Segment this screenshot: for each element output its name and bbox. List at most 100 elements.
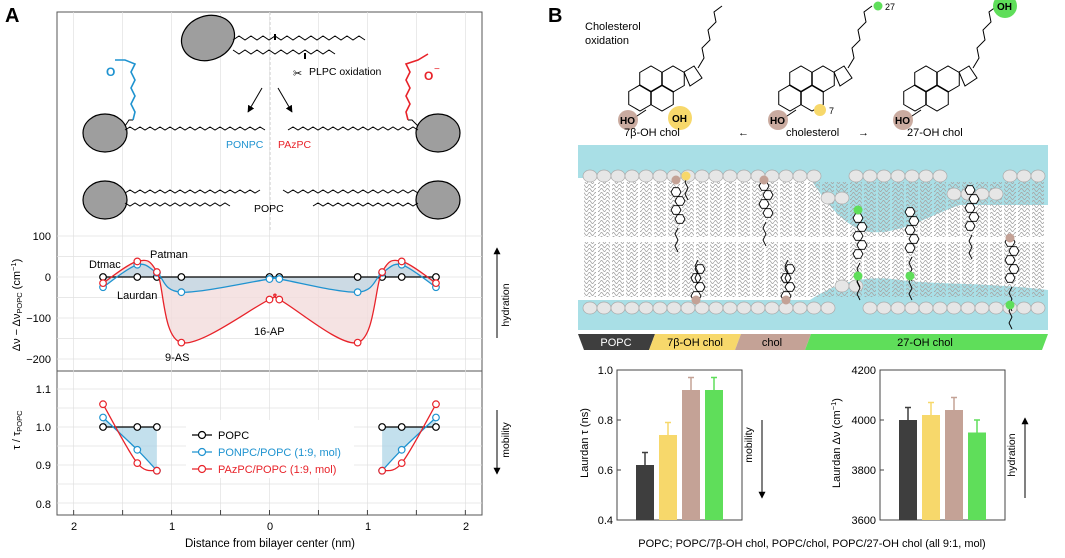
oh27-label: OH: [997, 2, 1012, 13]
headgroup-lower: [904, 301, 920, 315]
mobility-label-a: mobility: [500, 421, 512, 457]
sterol-tail: [697, 5, 723, 69]
data-point-2: [152, 268, 161, 276]
lipid-tails-upper: [1004, 182, 1016, 237]
legend-marker-popc: [197, 430, 207, 440]
lipid-tails-upper: [710, 182, 722, 237]
headgroup-upper: [736, 169, 752, 183]
headgroup-upper: [582, 169, 598, 183]
pazpc-molecule: O − PAzPC: [278, 53, 461, 153]
mini-sterol-ring: [674, 196, 686, 206]
mini-sterol-ring: [856, 222, 868, 232]
water-top: [578, 145, 1048, 178]
mini-sterol-tail: [674, 227, 679, 253]
lipid-tails-lower: [948, 242, 960, 297]
sterol-ring: [811, 65, 835, 93]
lipid-tails-lower: [920, 242, 932, 297]
mini-sterol-ring: [964, 221, 976, 231]
lipid-tails-upper: [738, 182, 750, 237]
ho-circle: [618, 110, 638, 130]
lipid-tails-lower: [668, 242, 680, 297]
plpc-molecule: PLPC oxidation ✂: [180, 14, 382, 113]
lipid-tails-upper: [696, 182, 708, 237]
mini-sterol-ring: [908, 216, 920, 226]
popc-scheme-label: POPC: [254, 203, 284, 215]
mini-sterol-oh: [671, 175, 681, 185]
headgroup-lower: [862, 301, 878, 315]
data-point-2: [99, 400, 107, 409]
headgroup-upper: [708, 169, 724, 183]
data-point-2: [133, 459, 142, 468]
ponpc-chain: [124, 126, 266, 131]
data-point-0: [397, 423, 406, 431]
arrow-right: [277, 87, 293, 113]
arrow-right-b: →: [858, 127, 869, 139]
mini-sterol-ring: [852, 231, 864, 241]
headgroup-upper: [778, 169, 794, 183]
sterol-ring: [778, 84, 802, 112]
headgroup-upper: [1016, 169, 1032, 183]
x-axis: 2 1 0 1 2 Distance from bilayer center (…: [71, 521, 469, 550]
mobility-plot: [99, 400, 440, 475]
segment-7b-label: 7β-OH chol: [667, 337, 723, 349]
data-point-0: [133, 273, 142, 281]
headgroup-lower: [848, 279, 864, 293]
bar: [968, 432, 986, 520]
patman-label: Patman: [150, 249, 188, 261]
xtick: 1: [365, 521, 371, 533]
bar: [922, 415, 940, 520]
oh27-circle: [993, 0, 1017, 18]
headgroup-lower: [624, 301, 640, 315]
y-tick-label: 0.8: [598, 415, 613, 427]
segment-27-label: 27-OH chol: [897, 337, 953, 349]
arrow-left-b: ←: [738, 127, 749, 139]
headgroup-lower: [764, 301, 780, 315]
plpc-headgroup: [180, 14, 236, 62]
xtick: 2: [463, 521, 469, 533]
lipid-tails-upper: [878, 182, 890, 237]
headgroup-upper: [694, 169, 710, 183]
data-point-2: [397, 459, 406, 468]
popc-chain: [312, 202, 419, 207]
top-ylabel: Δν − ΔνPOPC (cm−1): [9, 259, 24, 352]
headgroup-lower: [638, 301, 654, 315]
ponpc-label: PONPC: [226, 139, 264, 151]
lipid-tails-lower: [682, 242, 694, 297]
headgroup-lower: [946, 301, 962, 315]
headgroup-lower: [666, 301, 682, 315]
fill-area-1: [382, 417, 436, 471]
mini-sterol-oh: [853, 205, 863, 215]
ponpc-aldehyde-chain: [115, 59, 137, 121]
oxidation-title-2: oxidation: [585, 35, 629, 47]
data-point-2: [265, 295, 274, 304]
headgroup-upper: [722, 169, 738, 183]
headgroup-lower: [918, 301, 934, 315]
sterol-ring: [833, 65, 853, 87]
headgroup-upper: [596, 169, 612, 183]
mini-sterol-ring: [784, 282, 796, 292]
mini-sterol-oh: [781, 295, 791, 305]
sterol-ring: [661, 65, 685, 93]
dtmac-label: Dtmac: [89, 259, 121, 271]
laurdan-dv-label: Laurdan Δν (cm−1): [829, 398, 843, 488]
lipid-tails-lower: [934, 242, 946, 297]
sterol-tail: [972, 5, 998, 69]
headgroup-lower: [708, 301, 724, 315]
lipid-tails-upper: [682, 182, 694, 237]
data-point-1: [133, 445, 142, 454]
mini-sterol-ring: [852, 249, 864, 259]
mol-7b-label: 7β-OH chol: [624, 127, 680, 139]
segment-27: [805, 334, 1048, 350]
mini-sterol-ring: [904, 225, 916, 235]
headgroup-upper: [1002, 169, 1018, 183]
lipid-tails-upper: [1018, 182, 1030, 237]
headgroup-lower: [1030, 301, 1046, 315]
lipid-tails-lower: [1032, 242, 1044, 297]
headgroup-lower: [680, 301, 696, 315]
carboxyl-charge: −: [434, 64, 440, 75]
mini-sterol-ring: [690, 273, 702, 283]
data-point-1: [432, 413, 440, 422]
panel-a: A PLPC oxidation ✂ O PONPC: [5, 5, 512, 550]
mini-sterol-ring: [1004, 273, 1016, 283]
as9-label: 9-AS: [165, 352, 189, 364]
